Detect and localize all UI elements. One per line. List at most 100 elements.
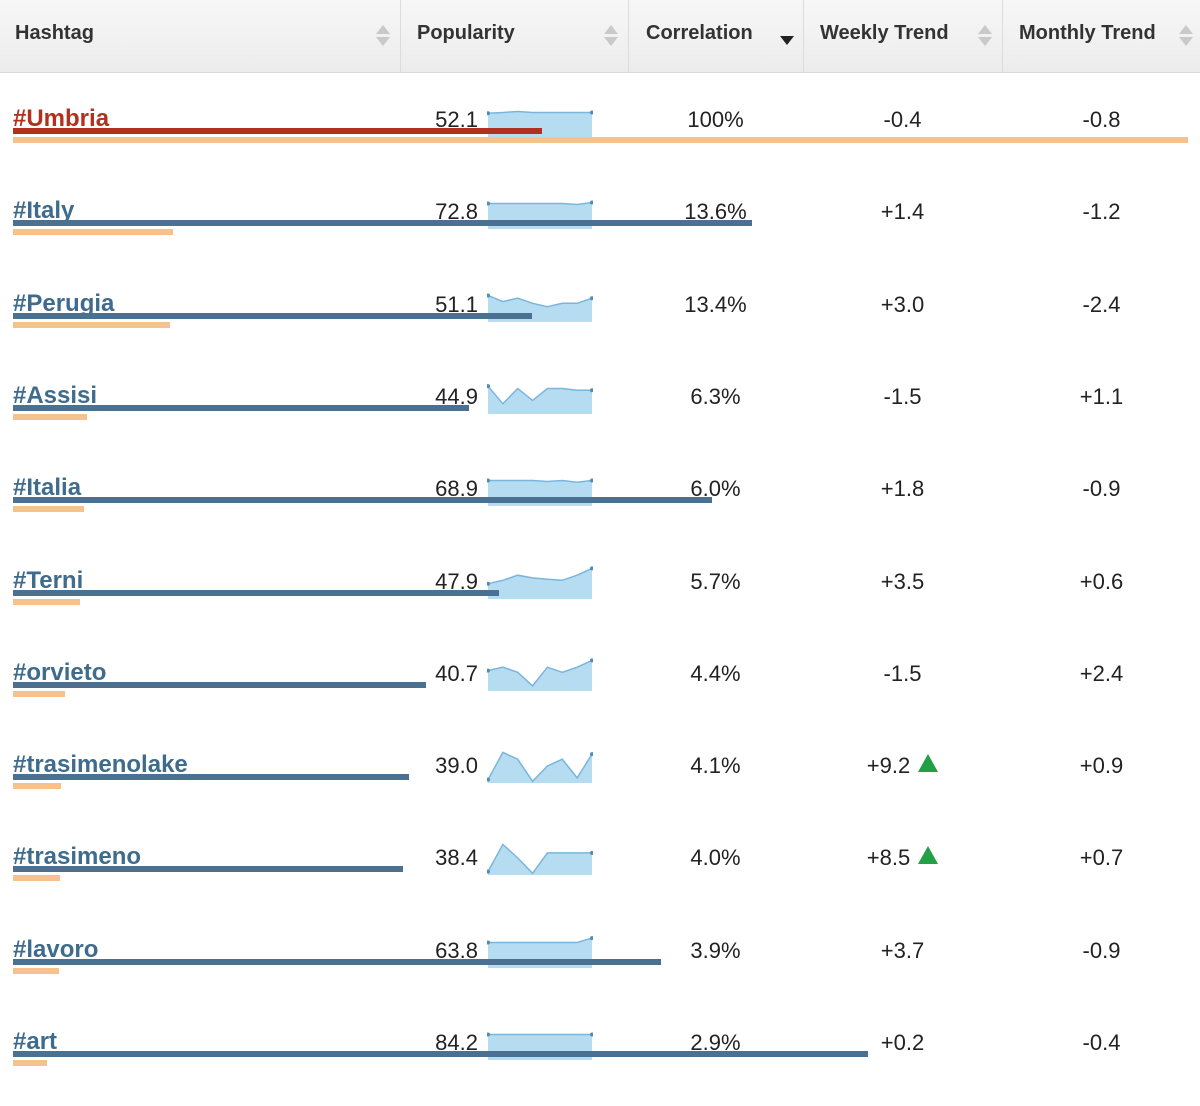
monthly-trend-value: -2.4 bbox=[1082, 291, 1121, 317]
correlation-value: 6.3% bbox=[690, 383, 741, 409]
popularity-value: 68.9 bbox=[435, 476, 478, 502]
table-row: #Terni 47.9 5.7% +3.5 +0.6 bbox=[0, 549, 1200, 641]
popularity-bar bbox=[13, 681, 426, 688]
popularity-value: 84.2 bbox=[435, 1030, 478, 1055]
weekly-trend-value: +8.5 bbox=[866, 845, 911, 871]
popularity-bar bbox=[13, 589, 499, 596]
popularity-bar bbox=[13, 497, 712, 504]
weekly-trend-value: -0.4 bbox=[883, 107, 922, 132]
column-header-hashtag[interactable]: Hashtag bbox=[0, 0, 401, 72]
column-header-correlation[interactable]: Correlation bbox=[629, 0, 804, 72]
hashtag-link[interactable]: #Italia bbox=[13, 474, 82, 502]
popularity-sparkline bbox=[487, 658, 593, 691]
monthly-trend-value: +0.6 bbox=[1079, 568, 1124, 594]
popularity-value: 44.9 bbox=[435, 383, 478, 409]
hashtag-link[interactable]: #lavoro bbox=[13, 935, 99, 963]
weekly-trend-cell: +3.5 bbox=[805, 569, 1000, 595]
table-row: #lavoro 63.8 3.9% +3.7 -0.9 bbox=[0, 918, 1200, 1010]
monthly-trend-value: +2.4 bbox=[1079, 660, 1124, 686]
correlation-bar bbox=[13, 967, 59, 974]
correlation-bar bbox=[13, 506, 84, 513]
correlation-value: 13.6% bbox=[684, 199, 747, 225]
weekly-trend-cell: +3.0 bbox=[805, 292, 1000, 318]
weekly-trend-cell: +0.2 bbox=[805, 1030, 1000, 1056]
table-row: #Perugia 51.1 13.4% +3.0 -2.4 bbox=[0, 272, 1200, 364]
hashtag-link[interactable]: #Umbria bbox=[13, 105, 110, 132]
popularity-value: 72.8 bbox=[435, 199, 478, 225]
sort-arrows-icon[interactable] bbox=[604, 25, 618, 47]
column-header-weekly-trend[interactable]: Weekly Trend bbox=[804, 0, 1003, 72]
popularity-bar bbox=[13, 312, 532, 319]
popularity-sparkline bbox=[487, 565, 593, 599]
popularity-bar bbox=[13, 404, 469, 411]
monthly-trend-value: -0.8 bbox=[1082, 107, 1121, 132]
popularity-bar bbox=[13, 128, 542, 134]
correlation-bar bbox=[13, 783, 61, 790]
popularity-bar bbox=[13, 774, 409, 781]
hashtag-link[interactable]: #Perugia bbox=[13, 289, 115, 317]
weekly-trend-cell: +3.7 bbox=[805, 938, 1000, 964]
correlation-bar bbox=[13, 690, 65, 697]
popularity-bar bbox=[13, 1051, 868, 1057]
hashtag-link[interactable]: #orvieto bbox=[13, 658, 107, 686]
correlation-value: 4.1% bbox=[690, 753, 741, 779]
hashtag-link[interactable]: #Terni bbox=[13, 566, 84, 594]
correlation-bar bbox=[13, 1060, 47, 1066]
weekly-trend-value: -1.5 bbox=[883, 383, 922, 409]
popularity-value: 39.0 bbox=[435, 753, 478, 779]
hashtag-link[interactable]: #trasimeno bbox=[13, 843, 142, 871]
weekly-trend-value: +9.2 bbox=[866, 753, 911, 779]
weekly-trend-value: +3.5 bbox=[880, 568, 925, 594]
popularity-sparkline bbox=[487, 751, 593, 784]
hashtag-link[interactable]: #trasimenolake bbox=[13, 751, 188, 779]
correlation-value: 4.0% bbox=[690, 845, 741, 871]
weekly-trend-value: +0.2 bbox=[880, 1030, 925, 1055]
column-header-hashtag-label: Hashtag bbox=[15, 22, 94, 44]
popularity-value: 52.1 bbox=[435, 107, 478, 132]
correlation-bar bbox=[13, 413, 87, 420]
table-row: #Italia 68.9 6.0% +1.8 -0.9 bbox=[0, 456, 1200, 548]
sort-arrows-icon[interactable] bbox=[376, 25, 390, 47]
popularity-value: 51.1 bbox=[435, 291, 478, 317]
sort-descending-icon[interactable] bbox=[780, 36, 794, 45]
column-header-monthly-trend-label: Monthly Trend bbox=[1019, 22, 1156, 44]
correlation-bar bbox=[13, 321, 170, 328]
table-row: #trasimenolake 39.0 4.1% +9.2 +0.9 bbox=[0, 733, 1200, 825]
correlation-bar bbox=[13, 137, 1188, 143]
column-header-monthly-trend[interactable]: Monthly Trend bbox=[1003, 0, 1200, 72]
correlation-value: 13.4% bbox=[684, 291, 747, 317]
monthly-trend-value: +0.9 bbox=[1079, 753, 1124, 779]
weekly-trend-cell: +8.5 bbox=[805, 845, 1000, 871]
popularity-bar bbox=[13, 958, 661, 965]
trend-up-icon bbox=[918, 754, 939, 773]
correlation-value: 100% bbox=[687, 107, 744, 132]
hashtag-link[interactable]: #Assisi bbox=[13, 381, 98, 409]
popularity-value: 47.9 bbox=[435, 568, 478, 594]
weekly-trend-value: +1.8 bbox=[880, 476, 925, 502]
column-header-popularity-label: Popularity bbox=[417, 22, 515, 44]
correlation-bar bbox=[13, 229, 173, 236]
correlation-bar bbox=[13, 875, 60, 882]
table-row: #Assisi 44.9 6.3% -1.5 +1.1 bbox=[0, 364, 1200, 456]
popularity-sparkline bbox=[487, 384, 593, 414]
correlation-value: 6.0% bbox=[690, 476, 741, 502]
monthly-trend-value: +0.7 bbox=[1079, 845, 1124, 871]
popularity-value: 40.7 bbox=[435, 660, 478, 686]
sort-arrows-icon[interactable] bbox=[1179, 25, 1193, 47]
correlation-value: 4.4% bbox=[690, 660, 741, 686]
hashtag-link[interactable]: #Italy bbox=[13, 197, 75, 225]
column-header-popularity[interactable]: Popularity bbox=[401, 0, 629, 72]
sort-arrows-icon[interactable] bbox=[978, 25, 992, 47]
table-row: #orvieto 40.7 4.4% -1.5 +2.4 bbox=[0, 641, 1200, 733]
monthly-trend-value: -0.4 bbox=[1082, 1030, 1121, 1055]
weekly-trend-cell: -1.5 bbox=[805, 661, 1000, 687]
correlation-bar bbox=[13, 598, 80, 605]
popularity-value: 63.8 bbox=[435, 937, 478, 963]
weekly-trend-value: -1.5 bbox=[883, 660, 922, 686]
popularity-bar bbox=[13, 866, 403, 873]
weekly-trend-cell: +1.8 bbox=[805, 476, 1000, 502]
hashtag-link[interactable]: #art bbox=[13, 1028, 58, 1055]
correlation-value: 3.9% bbox=[690, 937, 741, 963]
weekly-trend-value: +3.7 bbox=[880, 937, 925, 963]
correlation-value: 2.9% bbox=[690, 1030, 741, 1055]
